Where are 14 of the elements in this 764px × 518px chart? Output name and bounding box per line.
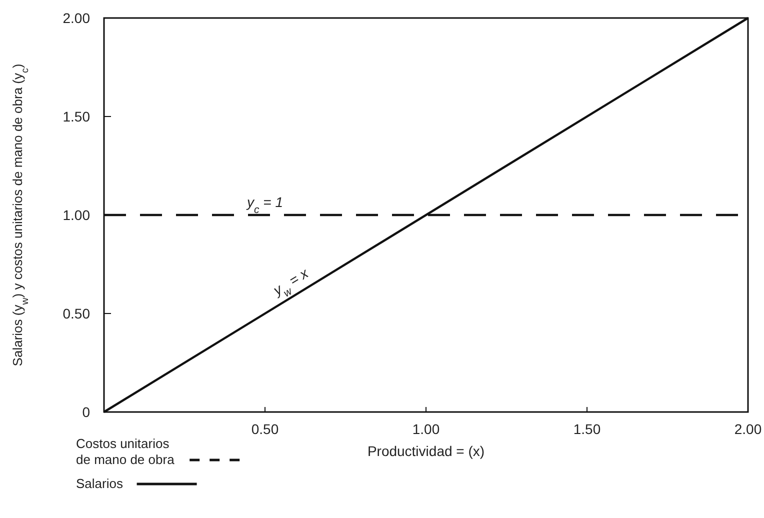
y-tick-label: 0.50 <box>62 306 90 322</box>
y-tick-label: 0 <box>82 404 90 420</box>
x-tick-label: 1.00 <box>412 421 440 437</box>
legend-label: Salarios <box>76 476 124 491</box>
x-tick-label: 0.50 <box>251 421 279 437</box>
legend-label: Costos unitarios de mano de obra <box>76 436 176 467</box>
x-tick-label: 1.50 <box>573 421 601 437</box>
y-tick-label: 2.00 <box>62 10 90 26</box>
y-tick-label: 1.50 <box>62 108 90 124</box>
x-axis-title: Productividad = (x) <box>367 443 485 459</box>
annotation: y$_{c}$ = 1 <box>246 194 283 216</box>
x-tick-label: 2.00 <box>734 421 762 437</box>
y-tick-label: 1.00 <box>62 207 90 223</box>
annotation: y$_{w}$ = x <box>270 264 312 300</box>
